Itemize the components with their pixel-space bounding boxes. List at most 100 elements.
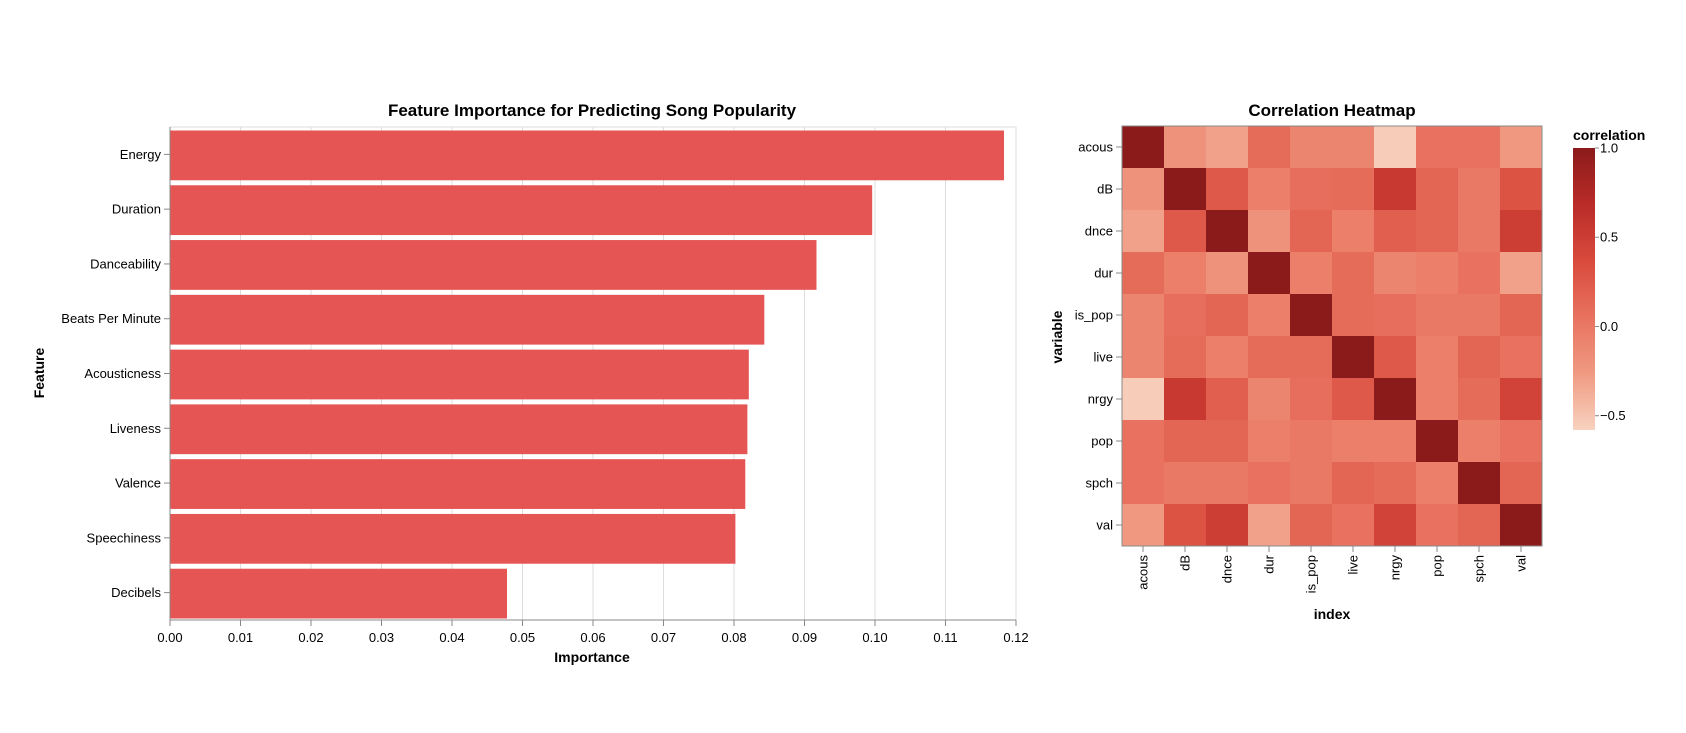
heatmap-cell <box>1374 252 1416 294</box>
heatmap-axes: acousdBdnceduris_poplivenrgypopspchvalac… <box>1075 125 1543 593</box>
y-tick-label: dnce <box>1085 224 1113 239</box>
bar <box>170 185 873 236</box>
bar <box>170 294 765 345</box>
heatmap-cell <box>1500 252 1542 294</box>
heatmap-title: Correlation Heatmap <box>1248 101 1415 120</box>
heatmap-cell <box>1290 168 1332 210</box>
heatmap-cell <box>1374 420 1416 462</box>
heatmap-cell <box>1374 294 1416 336</box>
x-tick-label: 0.08 <box>721 630 746 645</box>
heatmap-cell <box>1458 126 1500 168</box>
heatmap-cell <box>1206 462 1248 504</box>
heatmap-cell <box>1164 252 1206 294</box>
bar <box>170 568 507 619</box>
heatmap-cell <box>1374 210 1416 252</box>
y-tick-label: dB <box>1097 182 1113 197</box>
x-tick-label: 0.11 <box>933 630 957 645</box>
heatmap-cell <box>1500 294 1542 336</box>
heatmap-cell <box>1206 294 1248 336</box>
heatmap-cell <box>1416 336 1458 378</box>
heatmap-cell <box>1290 336 1332 378</box>
y-tick-label: Liveness <box>110 421 162 436</box>
heatmap-cell <box>1290 378 1332 420</box>
x-tick-label: 0.06 <box>580 630 605 645</box>
heatmap-cell <box>1206 378 1248 420</box>
heatmap-cell <box>1458 420 1500 462</box>
heatmap-cell <box>1122 462 1164 504</box>
heatmap-cell <box>1332 210 1374 252</box>
y-tick-label: pop <box>1091 434 1113 449</box>
heatmap-cell <box>1164 504 1206 546</box>
x-tick-label: acous <box>1136 555 1151 590</box>
heatmap-cell <box>1416 378 1458 420</box>
heatmap-cell <box>1290 420 1332 462</box>
heatmap-cell <box>1248 462 1290 504</box>
heatmap-cell <box>1290 462 1332 504</box>
legend-color-ramp <box>1573 148 1595 430</box>
heatmap-cell <box>1206 126 1248 168</box>
bar <box>170 459 746 509</box>
heatmap-cell <box>1374 462 1416 504</box>
y-tick-label: val <box>1096 518 1113 533</box>
heatmap-cell <box>1332 168 1374 210</box>
x-tick-label: 0.10 <box>862 630 887 645</box>
heatmap-cell <box>1332 420 1374 462</box>
heatmap-cell <box>1458 252 1500 294</box>
y-tick-label: acous <box>1078 140 1113 155</box>
heatmap-cell <box>1206 252 1248 294</box>
bar-chart-title: Feature Importance for Predicting Song P… <box>388 101 797 120</box>
feature-importance-chart: Feature Importance for Predicting Song P… <box>31 101 1029 665</box>
y-tick-label: dur <box>1094 266 1113 281</box>
heatmap-cell <box>1164 168 1206 210</box>
y-tick-label: Acousticness <box>84 366 161 381</box>
heatmap-cell <box>1500 378 1542 420</box>
heatmap-cell <box>1332 294 1374 336</box>
y-tick-label: Beats Per Minute <box>61 311 161 326</box>
heatmap-cell <box>1248 252 1290 294</box>
heatmap-cell <box>1374 126 1416 168</box>
heatmap-cell <box>1458 462 1500 504</box>
heatmap-cell <box>1416 504 1458 546</box>
heatmap-cell <box>1290 504 1332 546</box>
heatmap-cell <box>1248 126 1290 168</box>
bar <box>170 513 736 564</box>
bar-chart-bars <box>170 130 1005 619</box>
heatmap-cell <box>1416 252 1458 294</box>
x-tick-label: 0.04 <box>439 630 464 645</box>
heatmap-cell <box>1122 168 1164 210</box>
legend-tick-label: 0.0 <box>1600 319 1618 334</box>
heatmap-cell <box>1500 168 1542 210</box>
heatmap-cell <box>1248 336 1290 378</box>
heatmap-cell <box>1164 210 1206 252</box>
x-tick-label: live <box>1346 555 1361 575</box>
heatmap-cell <box>1416 210 1458 252</box>
heatmap-cell <box>1416 294 1458 336</box>
heatmap-cell <box>1332 126 1374 168</box>
heatmap-cell <box>1290 252 1332 294</box>
heatmap-cell <box>1500 504 1542 546</box>
y-tick-label: Energy <box>120 147 162 162</box>
bar-chart-x-axis-title: Importance <box>554 649 630 665</box>
heatmap-cell <box>1122 252 1164 294</box>
heatmap-cell <box>1458 504 1500 546</box>
heatmap-cells <box>1122 126 1542 546</box>
heatmap-cell <box>1374 504 1416 546</box>
heatmap-cell <box>1500 420 1542 462</box>
heatmap-cell <box>1332 504 1374 546</box>
x-tick-label: dnce <box>1220 555 1235 583</box>
heatmap-cell <box>1122 378 1164 420</box>
x-tick-label: dur <box>1262 554 1277 573</box>
heatmap-cell <box>1206 420 1248 462</box>
heatmap-cell <box>1500 210 1542 252</box>
heatmap-y-axis-title: variable <box>1049 310 1065 363</box>
bar <box>170 240 817 290</box>
heatmap-cell <box>1248 420 1290 462</box>
heatmap-cell <box>1164 378 1206 420</box>
x-tick-label: 0.03 <box>369 630 394 645</box>
heatmap-x-axis-title: index <box>1314 606 1351 622</box>
legend-tick-label: 0.5 <box>1600 230 1618 245</box>
y-tick-label: Speechiness <box>87 530 162 545</box>
y-tick-label: nrgy <box>1088 392 1114 407</box>
